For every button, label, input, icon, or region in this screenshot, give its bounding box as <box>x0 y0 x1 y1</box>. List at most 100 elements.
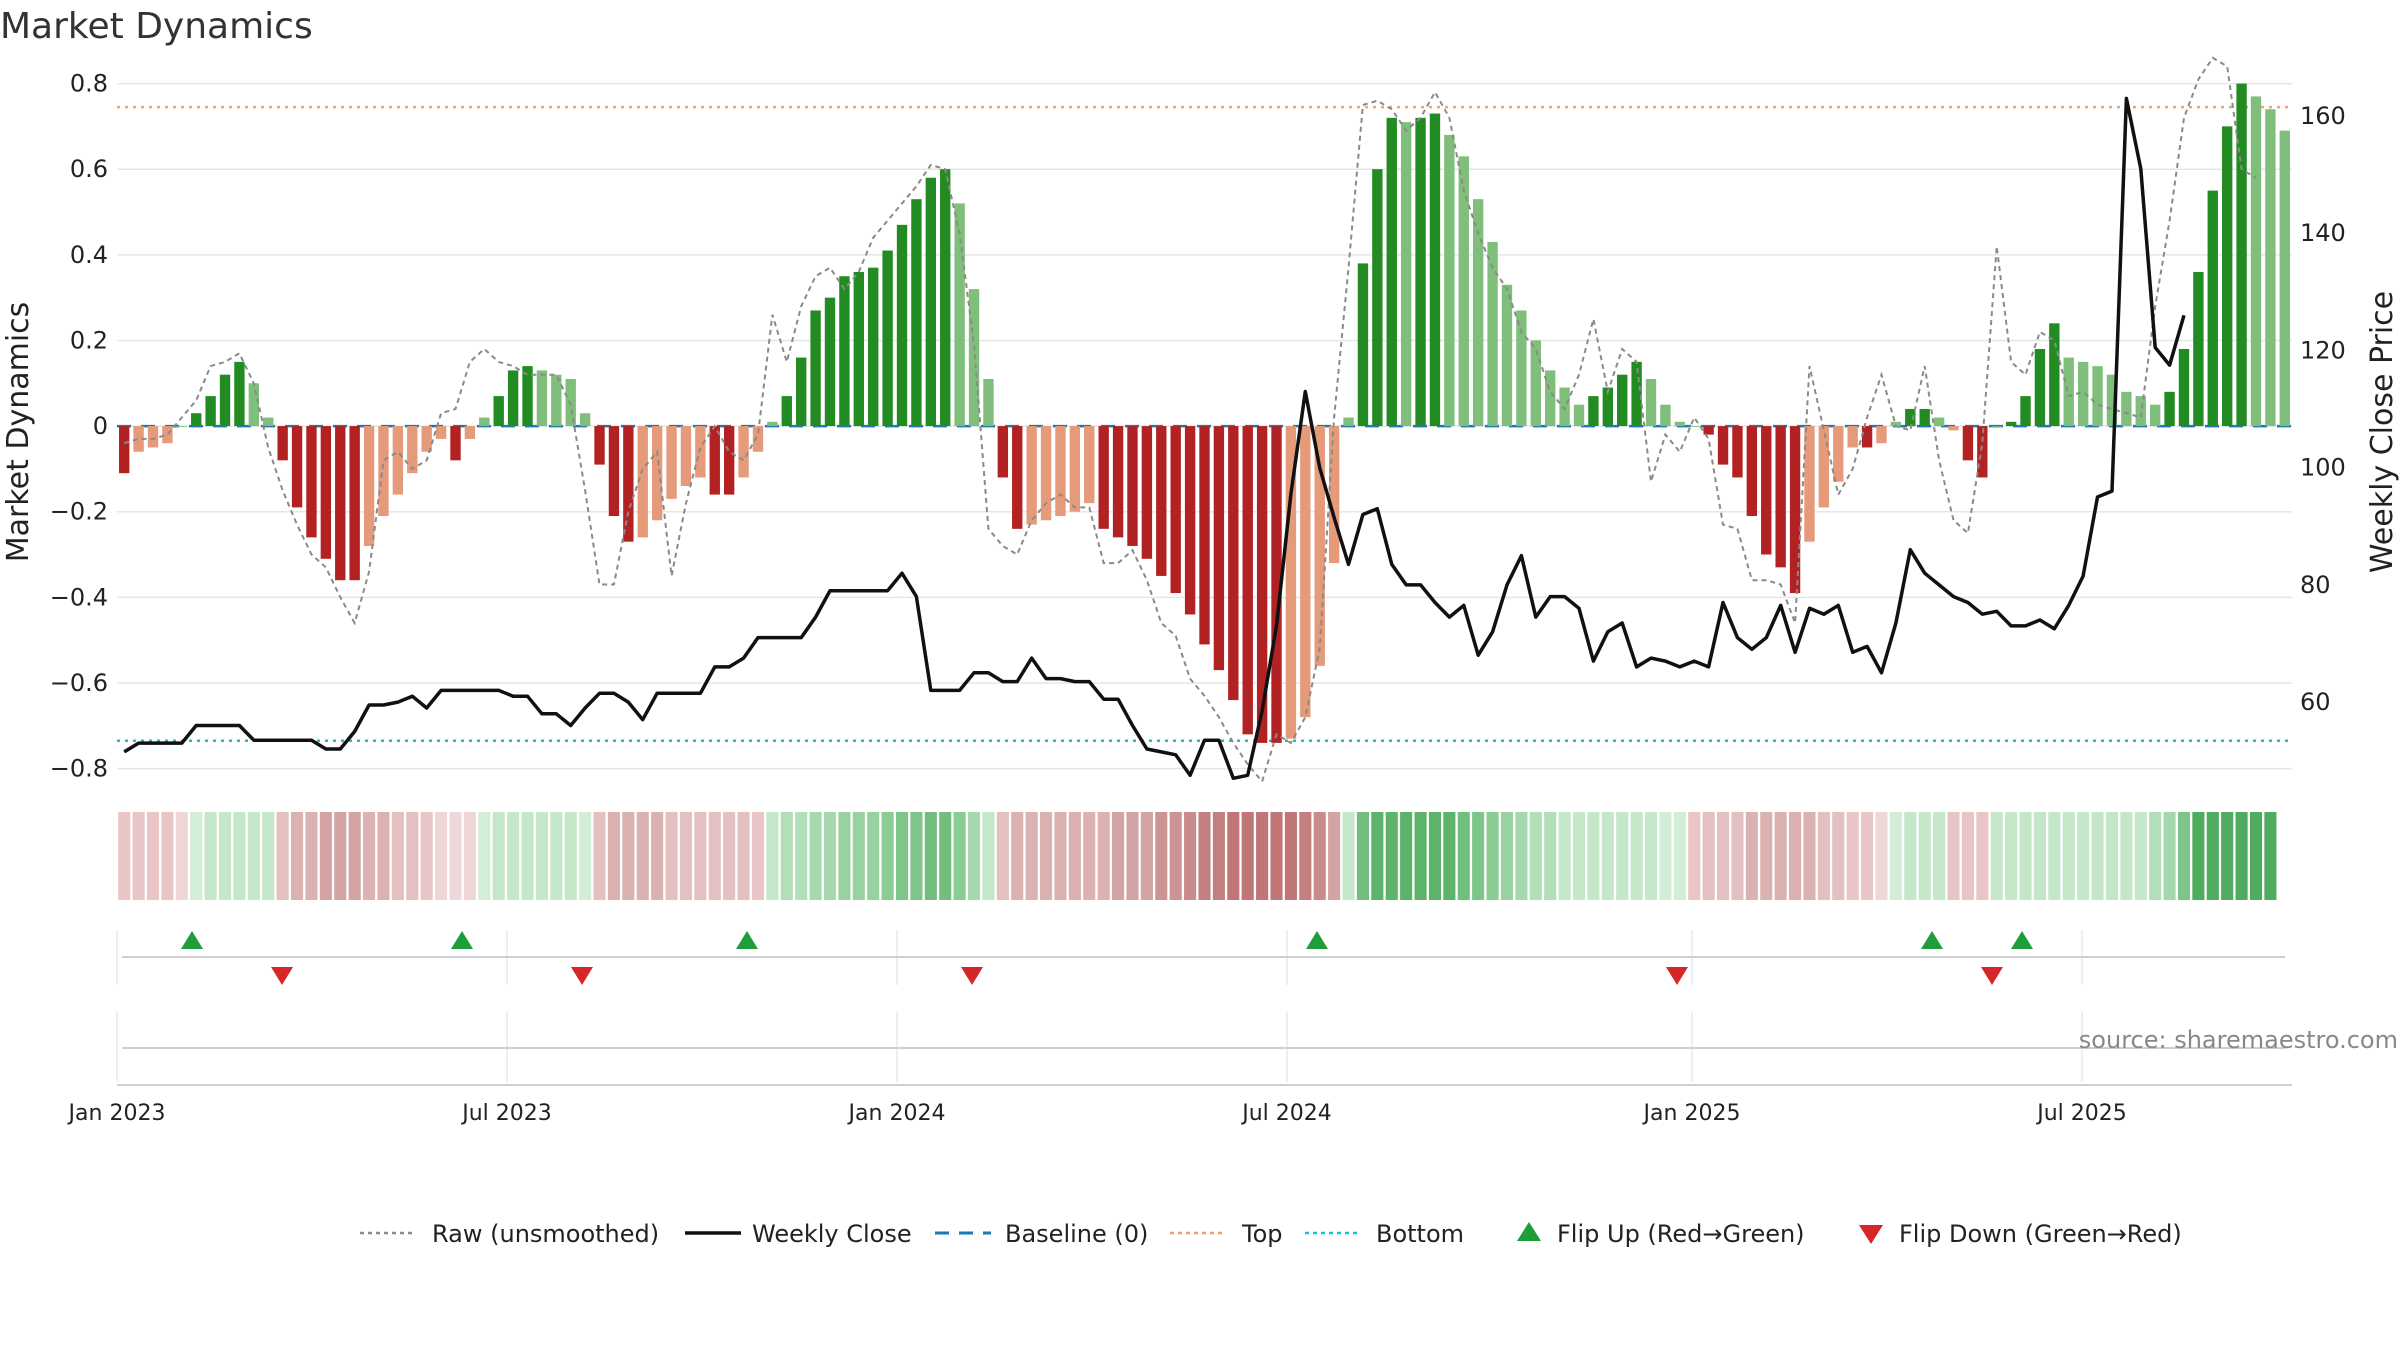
heat-cell <box>449 812 462 900</box>
heat-cell <box>1745 812 1758 900</box>
heat-cell <box>363 812 376 900</box>
bar <box>2049 323 2060 427</box>
y-tick-label: 0.8 <box>70 70 108 98</box>
heat-cell <box>391 812 404 900</box>
legend-label: Weekly Close <box>752 1220 912 1248</box>
heat-cell <box>132 812 145 900</box>
y-tick-label: 0.2 <box>70 326 108 354</box>
flip-down-marker <box>271 967 293 985</box>
heat-cell <box>521 812 534 900</box>
legend-label: Baseline (0) <box>1005 1220 1148 1248</box>
heat-cell <box>2105 812 2118 900</box>
heat-cell <box>2134 812 2147 900</box>
bar <box>882 250 893 427</box>
heat-cell <box>967 812 981 900</box>
heat-cell <box>1861 812 1874 900</box>
heat-cell <box>953 812 966 900</box>
bar <box>1674 421 1686 427</box>
heat-cell <box>1688 812 1701 900</box>
bar <box>1170 426 1181 594</box>
heat-cell <box>1184 812 1197 900</box>
bar <box>1300 426 1311 718</box>
bar <box>205 396 216 427</box>
bar <box>868 267 879 427</box>
flip-up-marker <box>1921 931 1943 949</box>
bar <box>1069 426 1081 512</box>
bar <box>1602 387 1613 427</box>
bar <box>1400 122 1412 427</box>
heat-cell <box>1155 812 1168 900</box>
bar <box>579 413 591 427</box>
heat-cell <box>1659 812 1672 900</box>
heat-cell <box>996 812 1009 900</box>
bar <box>1890 421 1902 427</box>
bar <box>263 417 274 427</box>
heat-cell <box>1140 812 1153 900</box>
bar <box>435 426 447 439</box>
heat-cell <box>1270 812 1283 900</box>
heat-cell <box>939 812 952 900</box>
bar <box>1991 426 2002 427</box>
bar <box>738 426 749 478</box>
heat-cell <box>1486 812 1499 900</box>
y-tick-label: −0.8 <box>50 755 108 783</box>
y-tick-label: 0.4 <box>70 241 108 269</box>
bar <box>2092 366 2103 427</box>
heat-cell <box>780 812 793 900</box>
heat-cell <box>1068 812 1081 900</box>
bar <box>1717 426 1729 465</box>
heat-cell <box>1817 812 1830 900</box>
heat-cell <box>751 812 765 900</box>
heat-cell <box>1097 812 1110 900</box>
raw-series-line <box>123 56 2257 784</box>
bar <box>1444 134 1455 427</box>
bar <box>219 374 231 427</box>
y-tick-label: 0.6 <box>70 155 108 183</box>
bar <box>320 426 332 559</box>
heat-cell <box>1443 812 1456 900</box>
heat-cell <box>1947 812 1960 900</box>
flip-up-marker <box>181 931 203 949</box>
bar <box>1516 310 1527 427</box>
y2-tick-label: 80 <box>2300 571 2331 599</box>
bar <box>1530 340 1541 427</box>
bar <box>1256 426 1268 743</box>
bar <box>1588 396 1599 427</box>
heat-cell <box>579 812 592 900</box>
bar <box>2164 391 2175 427</box>
legend-swatch-triangle <box>1517 1222 1541 1241</box>
heat-cell <box>1515 812 1528 900</box>
heat-cell <box>305 812 318 900</box>
bar <box>1775 426 1786 568</box>
x-tick-label: Jul 2024 <box>1240 1101 1332 1126</box>
bar <box>119 426 130 474</box>
heat-cell <box>1832 812 1845 900</box>
bar <box>2034 349 2046 427</box>
bar <box>2221 126 2233 427</box>
bar <box>1833 426 1844 482</box>
heat-cell <box>1400 812 1413 900</box>
legend-label: Flip Up (Red→Green) <box>1557 1220 1805 1248</box>
heat-cell <box>1083 812 1096 900</box>
heat-strip <box>118 812 2277 900</box>
heat-cell <box>204 812 217 900</box>
bar <box>1631 361 1642 427</box>
heat-cell <box>1803 812 1816 900</box>
heat-cell <box>809 812 822 900</box>
heat-cell <box>737 812 750 900</box>
heat-cell <box>2235 812 2248 900</box>
bar <box>1761 426 1772 555</box>
bar <box>796 357 807 427</box>
heat-cell <box>1846 812 1859 900</box>
heat-cell <box>665 812 678 900</box>
heat-cell <box>694 812 707 900</box>
y2-tick-label: 60 <box>2300 688 2331 716</box>
legend-item: Top <box>1170 1220 1283 1248</box>
heat-cell <box>1227 812 1240 900</box>
legend-item: Bottom <box>1305 1220 1464 1248</box>
bar <box>651 426 663 521</box>
bar <box>1415 117 1426 427</box>
heat-cell <box>1126 812 1139 900</box>
heat-cell <box>435 812 448 900</box>
bar <box>1213 426 1225 671</box>
